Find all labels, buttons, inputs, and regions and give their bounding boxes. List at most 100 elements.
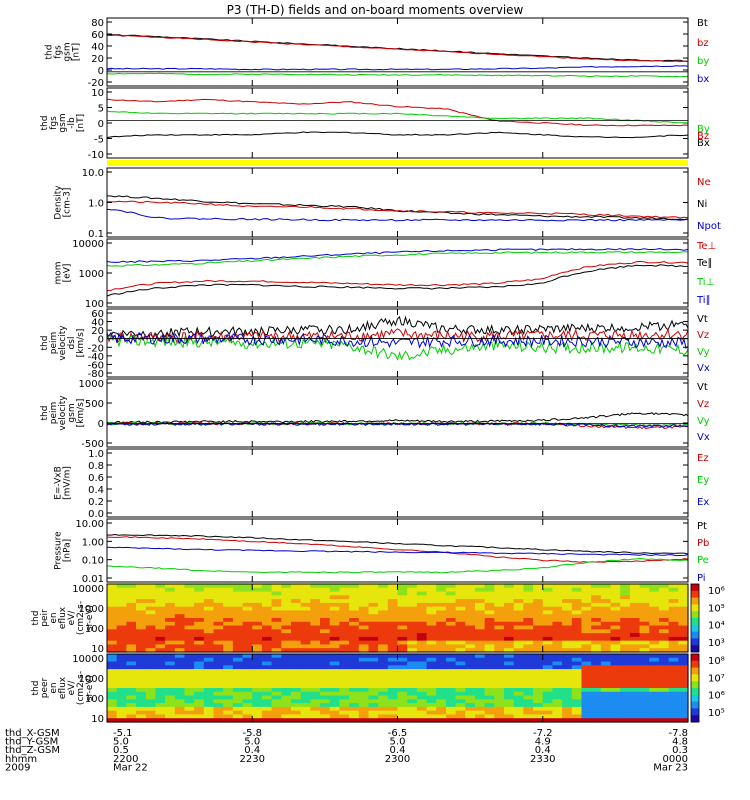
y-tick-label: 1.00	[82, 537, 104, 548]
panel-ylabel: fgs	[54, 45, 64, 59]
xaxis-tick-value: 4.9	[535, 737, 551, 748]
y-tick-label: 100	[85, 624, 104, 635]
y-tick-label: 1000	[79, 674, 104, 685]
y-tick-label: -40	[88, 352, 104, 363]
panel-ylabel: Density	[54, 185, 64, 220]
y-tick-label: 10000	[72, 654, 104, 665]
colorbar-tick-label: 10³	[708, 638, 725, 649]
legend-Ti∥: Ti∥	[696, 295, 711, 306]
panel-8: Pressure [nPa]10.00 1.00 0.10 0.01 Pt Pb Pe Pi	[54, 518, 709, 585]
y-tick-label: 100	[85, 299, 104, 310]
colorbar-tick-label: 10⁶	[708, 586, 725, 597]
series-line-Ti⊥	[106, 251, 688, 267]
y-tick-label: 10	[91, 88, 104, 99]
y-tick-label: 5	[98, 104, 104, 115]
panel-ylabel: gsm	[63, 42, 73, 61]
series-line-Pe	[106, 557, 688, 574]
xaxis-tick-value: 0000	[663, 754, 688, 765]
xaxis-tick-value: 0.4	[535, 745, 551, 756]
series-line-bx	[106, 65, 689, 71]
series-line-Bx	[106, 131, 689, 139]
panel-ylabel: [nT]	[72, 43, 82, 61]
y-tick-label: -20	[88, 78, 104, 89]
panel-ylabel: thd	[40, 406, 50, 421]
panel-ylabel: eV/	[67, 680, 77, 696]
panel-ylabel: Pressure	[54, 531, 64, 570]
panel-ylabel: [km/s]	[76, 399, 86, 428]
legend-By: By	[697, 124, 710, 135]
xaxis-tick-value: 4.8	[672, 737, 688, 748]
xaxis-tick-value: 5.0	[390, 737, 406, 748]
panel-ylabel: peir	[40, 609, 50, 627]
panel-ylabel: en	[49, 612, 59, 623]
xaxis-tick-value: 5.0	[113, 737, 129, 748]
panel-ylabel: eflux	[58, 676, 68, 699]
xaxis-row-label: 2009	[5, 762, 30, 773]
panel-ylabel: sr-eV)	[85, 675, 95, 701]
panel-ylabel: dsl	[67, 337, 77, 350]
y-tick-label: 0	[98, 119, 104, 130]
legend-Pb: Pb	[697, 538, 709, 549]
colorbar-tick-label: 10⁶	[708, 691, 725, 702]
legend-Pe: Pe	[697, 555, 709, 566]
legend-Bt: Bt	[697, 18, 708, 29]
legend-bx: bx	[697, 74, 709, 85]
y-tick-label: 0.6	[88, 473, 104, 484]
legend-Vx: Vx	[697, 432, 710, 443]
legend-Pt: Pt	[697, 521, 707, 532]
panel-7: E=-VxB [mV/m] 1.00.80.60.40.20.0 Ez Ey Ex	[54, 448, 709, 520]
panel-ylabel: thd	[45, 45, 55, 60]
panel-ylabel: [km/s]	[76, 329, 86, 358]
xaxis-tick-value: 2200	[113, 754, 138, 765]
xaxis-tick-value: 0.4	[390, 745, 406, 756]
legend-Vt: Vt	[697, 314, 708, 325]
y-tick-label: -80	[88, 369, 104, 380]
y-tick-label: 0.8	[88, 461, 104, 472]
panel-ylabel: (cm2-s-	[76, 671, 86, 705]
colorbar-tick-label: 10⁵	[708, 603, 725, 614]
series-line-Ti∥	[106, 247, 689, 263]
y-tick-label: 1.0	[88, 199, 104, 210]
y-tick-label: -500	[81, 439, 104, 450]
series-line-Te⊥	[107, 260, 689, 291]
panel-ylabel: [cm-3]	[63, 188, 73, 218]
xaxis-tick-value: -5.8	[242, 728, 262, 739]
legend-Vx: Vx	[697, 363, 710, 374]
legend-Vz: Vz	[697, 330, 709, 341]
legend-Ex: Ex	[697, 497, 709, 508]
y-tick-label: 10000	[72, 584, 104, 595]
colorbar: 10⁶ 10⁵ 10⁴ 10³	[690, 583, 725, 653]
panel-ylabel: [mV/m]	[63, 466, 73, 500]
series-line-Ni	[106, 195, 689, 221]
y-tick-label: -60	[88, 360, 104, 371]
xaxis-tick-value: 0.5	[113, 745, 129, 756]
panel-ylabel: thd	[40, 336, 50, 351]
panel-ylabel: sr-eV)	[85, 605, 95, 631]
legend-Npot: Npot	[697, 221, 721, 232]
panel-ylabel: gsm	[67, 403, 77, 422]
panel-ylabel: eflux	[58, 606, 68, 629]
panel-ylabel: gsm	[58, 113, 68, 132]
panel-ylabel: [nPa]	[63, 539, 73, 562]
y-tick-label: 10.0	[82, 168, 104, 179]
panel-ylabel: (cm2-s-	[76, 601, 86, 635]
panel-4: mom [eV] 10000 1000 100 Te⊥ Te∥ Ti⊥ Ti∥	[54, 238, 716, 310]
legend-Vz: Vz	[697, 399, 709, 410]
xaxis-tick-value: 0.3	[672, 745, 688, 756]
xaxis-tick-value: -6.5	[388, 728, 408, 739]
y-tick-label: 10	[91, 644, 104, 655]
series-line-Vt	[106, 315, 689, 339]
panel-ylabel: thd	[40, 116, 50, 131]
panel-ylabel: thd	[31, 681, 41, 696]
xaxis-tick-value: 2330	[530, 754, 555, 765]
xaxis-tick-value: 2230	[240, 754, 265, 765]
series-line-Vy	[106, 334, 689, 361]
legend-Ti⊥: Ti⊥	[696, 277, 714, 288]
legend-Ez: Ez	[697, 453, 709, 464]
series-line-Npot	[106, 208, 689, 222]
legend-Vt: Vt	[697, 382, 708, 393]
y-tick-label: -20	[88, 343, 104, 354]
